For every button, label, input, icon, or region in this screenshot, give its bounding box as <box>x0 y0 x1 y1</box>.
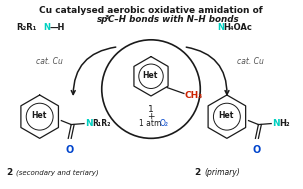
Text: +: + <box>147 112 155 121</box>
FancyArrowPatch shape <box>186 47 229 94</box>
Text: R₂R₁: R₂R₁ <box>16 23 36 33</box>
Text: 2: 2 <box>195 168 205 177</box>
Text: Het: Het <box>218 111 234 120</box>
Text: cat. Cu: cat. Cu <box>36 57 63 66</box>
FancyArrowPatch shape <box>71 47 116 94</box>
Text: 1: 1 <box>148 105 154 114</box>
Text: N: N <box>44 23 51 33</box>
Text: (secondary and teriary): (secondary and teriary) <box>16 170 99 176</box>
Text: 3: 3 <box>105 15 109 20</box>
Text: R₁R₂: R₁R₂ <box>92 119 110 128</box>
Text: N: N <box>272 119 280 128</box>
Text: cat. Cu: cat. Cu <box>237 57 264 66</box>
Text: O₂: O₂ <box>160 119 169 128</box>
Text: Het: Het <box>142 71 158 80</box>
Text: C–H bonds with N–H bonds: C–H bonds with N–H bonds <box>108 15 238 24</box>
Text: H₂: H₂ <box>279 119 290 128</box>
Text: 1 atm: 1 atm <box>139 119 164 128</box>
Text: (primary): (primary) <box>204 168 240 177</box>
Text: 2: 2 <box>7 168 17 177</box>
Text: H₄OAc: H₄OAc <box>223 23 252 33</box>
Text: Cu catalysed aerobic oxidative amidation of: Cu catalysed aerobic oxidative amidation… <box>39 6 263 15</box>
Text: N: N <box>217 23 224 33</box>
Text: N: N <box>85 119 93 128</box>
Text: CH₃: CH₃ <box>185 91 203 100</box>
Text: sp: sp <box>97 15 108 24</box>
Text: O: O <box>65 145 73 155</box>
Text: —H: —H <box>49 23 65 33</box>
Text: O: O <box>252 145 261 155</box>
Text: Het: Het <box>31 111 46 120</box>
